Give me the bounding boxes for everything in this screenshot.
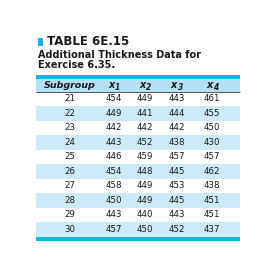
Text: 462: 462 bbox=[204, 167, 220, 176]
Text: 28: 28 bbox=[65, 196, 76, 205]
Text: 446: 446 bbox=[106, 152, 122, 161]
Text: TABLE 6E.15: TABLE 6E.15 bbox=[47, 35, 129, 48]
Text: 26: 26 bbox=[65, 167, 76, 176]
Text: 438: 438 bbox=[204, 181, 220, 190]
Text: x: x bbox=[206, 80, 213, 90]
Text: 449: 449 bbox=[137, 196, 153, 205]
Text: 450: 450 bbox=[106, 196, 122, 205]
Text: 442: 442 bbox=[168, 123, 185, 132]
Text: 1: 1 bbox=[115, 83, 120, 92]
Text: 4: 4 bbox=[213, 83, 218, 92]
Text: 461: 461 bbox=[204, 94, 220, 103]
Text: 454: 454 bbox=[106, 167, 122, 176]
Text: 452: 452 bbox=[168, 225, 185, 234]
Text: 449: 449 bbox=[106, 109, 122, 118]
Bar bbox=[36, 79, 240, 92]
Bar bbox=[36, 75, 240, 79]
Text: 437: 437 bbox=[204, 225, 220, 234]
Text: 443: 443 bbox=[106, 210, 122, 219]
Text: 458: 458 bbox=[106, 181, 122, 190]
Text: 457: 457 bbox=[168, 152, 185, 161]
Text: 451: 451 bbox=[204, 196, 220, 205]
Bar bbox=[36, 150, 240, 164]
Text: 443: 443 bbox=[106, 138, 122, 147]
Bar bbox=[38, 38, 43, 46]
Text: 445: 445 bbox=[168, 167, 185, 176]
Text: 2: 2 bbox=[146, 83, 151, 92]
Text: 430: 430 bbox=[204, 138, 220, 147]
Text: 450: 450 bbox=[204, 123, 220, 132]
Text: 29: 29 bbox=[65, 210, 76, 219]
Text: 444: 444 bbox=[168, 109, 185, 118]
Bar bbox=[36, 193, 240, 208]
Text: 454: 454 bbox=[106, 94, 122, 103]
Text: 449: 449 bbox=[137, 94, 153, 103]
Bar bbox=[36, 164, 240, 179]
Text: 459: 459 bbox=[137, 152, 153, 161]
Text: 443: 443 bbox=[168, 210, 185, 219]
Text: 450: 450 bbox=[137, 225, 153, 234]
Text: 443: 443 bbox=[168, 94, 185, 103]
Bar bbox=[36, 92, 240, 106]
Bar bbox=[36, 179, 240, 193]
Bar bbox=[36, 121, 240, 135]
Text: 21: 21 bbox=[65, 94, 76, 103]
Text: 30: 30 bbox=[65, 225, 76, 234]
Text: 24: 24 bbox=[65, 138, 76, 147]
Text: 457: 457 bbox=[106, 225, 122, 234]
Text: 3: 3 bbox=[178, 83, 183, 92]
Bar bbox=[36, 222, 240, 237]
Text: Additional Thickness Data for: Additional Thickness Data for bbox=[38, 50, 201, 60]
Text: x: x bbox=[108, 80, 115, 90]
Text: 438: 438 bbox=[168, 138, 185, 147]
Bar bbox=[36, 135, 240, 150]
Text: 22: 22 bbox=[65, 109, 76, 118]
Text: 457: 457 bbox=[204, 152, 220, 161]
Text: 442: 442 bbox=[137, 123, 153, 132]
Text: x: x bbox=[140, 80, 146, 90]
Text: 452: 452 bbox=[137, 138, 153, 147]
Text: 442: 442 bbox=[106, 123, 122, 132]
Text: 27: 27 bbox=[65, 181, 76, 190]
Text: Exercise 6.35.: Exercise 6.35. bbox=[38, 60, 115, 70]
Text: 445: 445 bbox=[168, 196, 185, 205]
Text: 449: 449 bbox=[137, 181, 153, 190]
Bar bbox=[36, 237, 240, 241]
Bar bbox=[36, 208, 240, 222]
Text: x: x bbox=[171, 80, 177, 90]
Text: 455: 455 bbox=[204, 109, 220, 118]
Text: 23: 23 bbox=[65, 123, 76, 132]
Text: 440: 440 bbox=[137, 210, 153, 219]
Text: 441: 441 bbox=[137, 109, 153, 118]
Text: 451: 451 bbox=[204, 210, 220, 219]
Text: 448: 448 bbox=[137, 167, 153, 176]
Text: 25: 25 bbox=[65, 152, 76, 161]
Text: Subgroup: Subgroup bbox=[44, 81, 96, 90]
Text: 453: 453 bbox=[168, 181, 185, 190]
Bar bbox=[36, 106, 240, 121]
